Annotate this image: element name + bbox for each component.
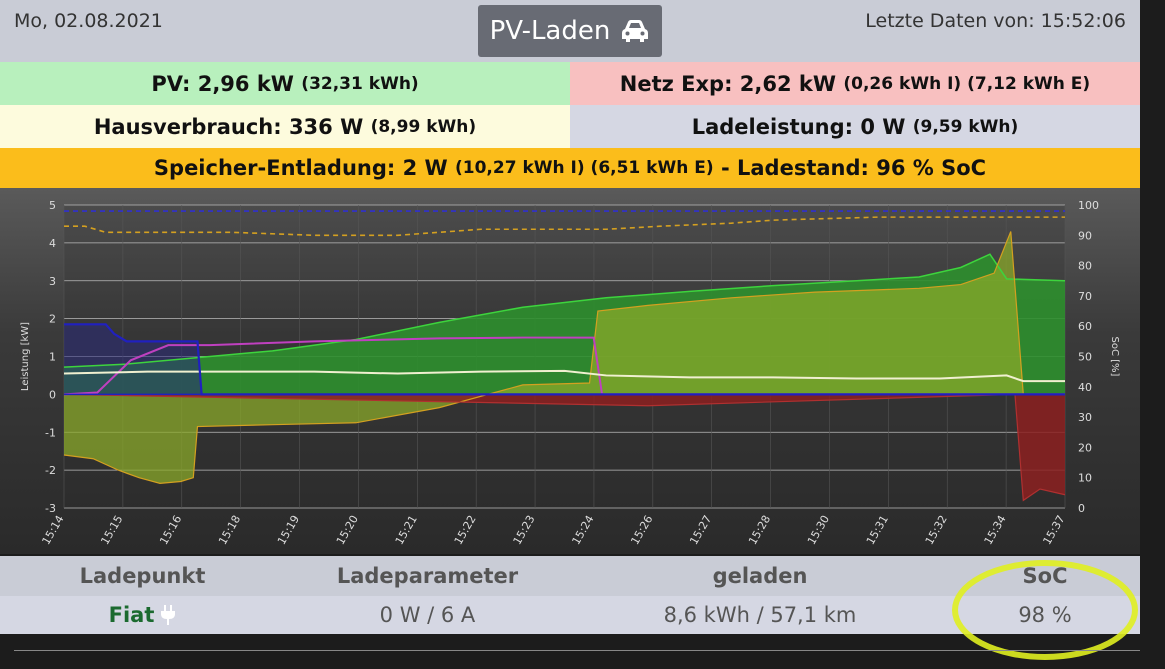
y2-tick-label: 90 (1078, 229, 1092, 242)
x-tick-label: 15:37 (1040, 513, 1067, 547)
y-tick-label: -3 (45, 502, 56, 515)
x-tick-label: 15:19 (275, 513, 302, 547)
y2-tick-label: 40 (1078, 381, 1092, 394)
plug-icon (161, 605, 176, 625)
netz-main: Netz Exp: 2,62 kW (619, 71, 837, 96)
speicher-sub: (10,27 kWh I) (6,51 kWh E) (455, 158, 714, 178)
x-tick-label: 15:26 (628, 513, 655, 547)
haus-sub: (8,99 kWh) (370, 116, 477, 137)
y-axis-label: Leistung [kW] (20, 322, 31, 391)
y2-tick-label: 10 (1078, 472, 1092, 485)
header-ladepunkt: Ladepunkt (79, 564, 206, 588)
y-tick-label: -2 (45, 464, 56, 477)
haus-summary: Hausverbrauch: 336 W (8,99 kWh) (0, 105, 570, 148)
lade-summary: Ladeleistung: 0 W (9,59 kWh) (570, 105, 1140, 148)
y2-tick-label: 70 (1078, 290, 1092, 303)
y-tick-label: 4 (49, 237, 56, 250)
netz-summary: Netz Exp: 2,62 kW (0,26 kWh I) (7,12 kWh… (570, 62, 1140, 105)
y-tick-label: 1 (49, 351, 56, 364)
soc-battery-line (64, 216, 1065, 237)
header-bar: Mo, 02.08.2021 PV-Laden Letzte Daten von… (0, 0, 1140, 62)
header-soc: SoC (1022, 564, 1068, 588)
power-chart: 5 4 3 2 1 0 -1 -2 -3 100 90 80 70 60 50 40 30 20 10 0 15:14 1… (0, 188, 1140, 554)
y2-tick-label: 80 (1078, 260, 1092, 273)
speicher-main: Speicher-Entladung: 2 W (153, 156, 448, 180)
speicher-tail: - Ladestand: 96 % SoC (720, 156, 987, 180)
pv-sub: (32,31 kWh) (301, 73, 419, 94)
x-tick-label: 15:32 (923, 513, 950, 547)
x-tick-label: 15:15 (98, 513, 125, 547)
x-tick-label: 15:34 (982, 513, 1009, 547)
speicher-line (63, 231, 1065, 484)
netz-sub: (0,26 kWh I) (7,12 kWh E) (843, 73, 1091, 94)
x-tick-label: 15:30 (805, 513, 832, 547)
y-tick-label: 2 (49, 313, 56, 326)
y-tick-label: -1 (45, 426, 56, 439)
bottom-divider (14, 650, 1140, 651)
y-tick-label: 3 (49, 275, 56, 288)
header-ladeparameter: Ladeparameter (336, 564, 519, 588)
x-tick-label: 15:27 (687, 513, 714, 547)
y-tick-label: 5 (49, 199, 56, 212)
pv-laden-button[interactable]: PV-Laden (478, 5, 662, 57)
x-tick-label: 15:31 (864, 513, 891, 547)
pv-summary: PV: 2,96 kW (32,31 kWh) (0, 62, 570, 105)
y2-tick-label: 30 (1078, 411, 1092, 424)
x-tick-label: 15:22 (452, 513, 479, 547)
chargepoint-charged: 8,6 kWh / 57,1 km (663, 603, 857, 627)
y2-tick-label: 0 (1078, 502, 1085, 515)
lade-sub: (9,59 kWh) (912, 116, 1019, 137)
x-tick-label: 15:16 (157, 513, 184, 547)
x-tick-label: 15:21 (393, 513, 420, 547)
chargepoint-soc: 98 % (1018, 603, 1072, 627)
y2-tick-label: 50 (1078, 351, 1092, 364)
ev-area (64, 324, 1065, 395)
y2-tick-label: 20 (1078, 441, 1092, 454)
last-data-label: Letzte Daten von: 15:52:06 (865, 10, 1126, 32)
speicher-area (64, 231, 1065, 484)
netz-line (63, 393, 1066, 502)
chargepoint-name-cell[interactable]: Fiat (40, 596, 245, 634)
header-geladen: geladen (712, 564, 808, 588)
x-tick-label: 15:20 (334, 513, 361, 547)
chargepoint-params: 0 W / 6 A (379, 603, 476, 627)
highlight-circle (952, 560, 1138, 660)
table-row[interactable]: Fiat 0 W / 6 A 8,6 kWh / 57,1 km 98 % (0, 596, 1140, 634)
speicher-summary: Speicher-Entladung: 2 W (10,27 kWh I) (6… (0, 148, 1140, 188)
chargepoint-name[interactable]: Fiat (108, 603, 155, 627)
lade-line (63, 336, 1065, 396)
y-tick-label: 0 (49, 388, 56, 401)
pv-main: PV: 2,96 kW (151, 71, 294, 96)
x-tick-label: 15:28 (746, 513, 773, 547)
y2-tick-label: 100 (1078, 199, 1099, 212)
y2-axis-label: SoC [%] (1109, 337, 1120, 377)
x-tick-label: 15:18 (216, 513, 243, 547)
x-tick-label: 15:14 (39, 513, 66, 547)
lade-main: Ladeleistung: 0 W (691, 114, 906, 139)
x-tick-label: 15:23 (511, 513, 538, 547)
pv-line (63, 253, 1066, 368)
chargepoint-table: Ladepunkt Ladeparameter geladen SoC Fiat… (0, 556, 1140, 634)
table-header: Ladepunkt Ladeparameter geladen SoC (0, 556, 1140, 596)
y2-tick-label: 60 (1078, 320, 1092, 333)
pv-laden-label: PV-Laden (489, 16, 611, 46)
x-tick-label: 15:24 (569, 513, 596, 547)
date-label: Mo, 02.08.2021 (14, 10, 163, 32)
car-icon (622, 20, 649, 42)
haus-main: Hausverbrauch: 336 W (93, 114, 364, 139)
haus-line (63, 369, 1065, 383)
